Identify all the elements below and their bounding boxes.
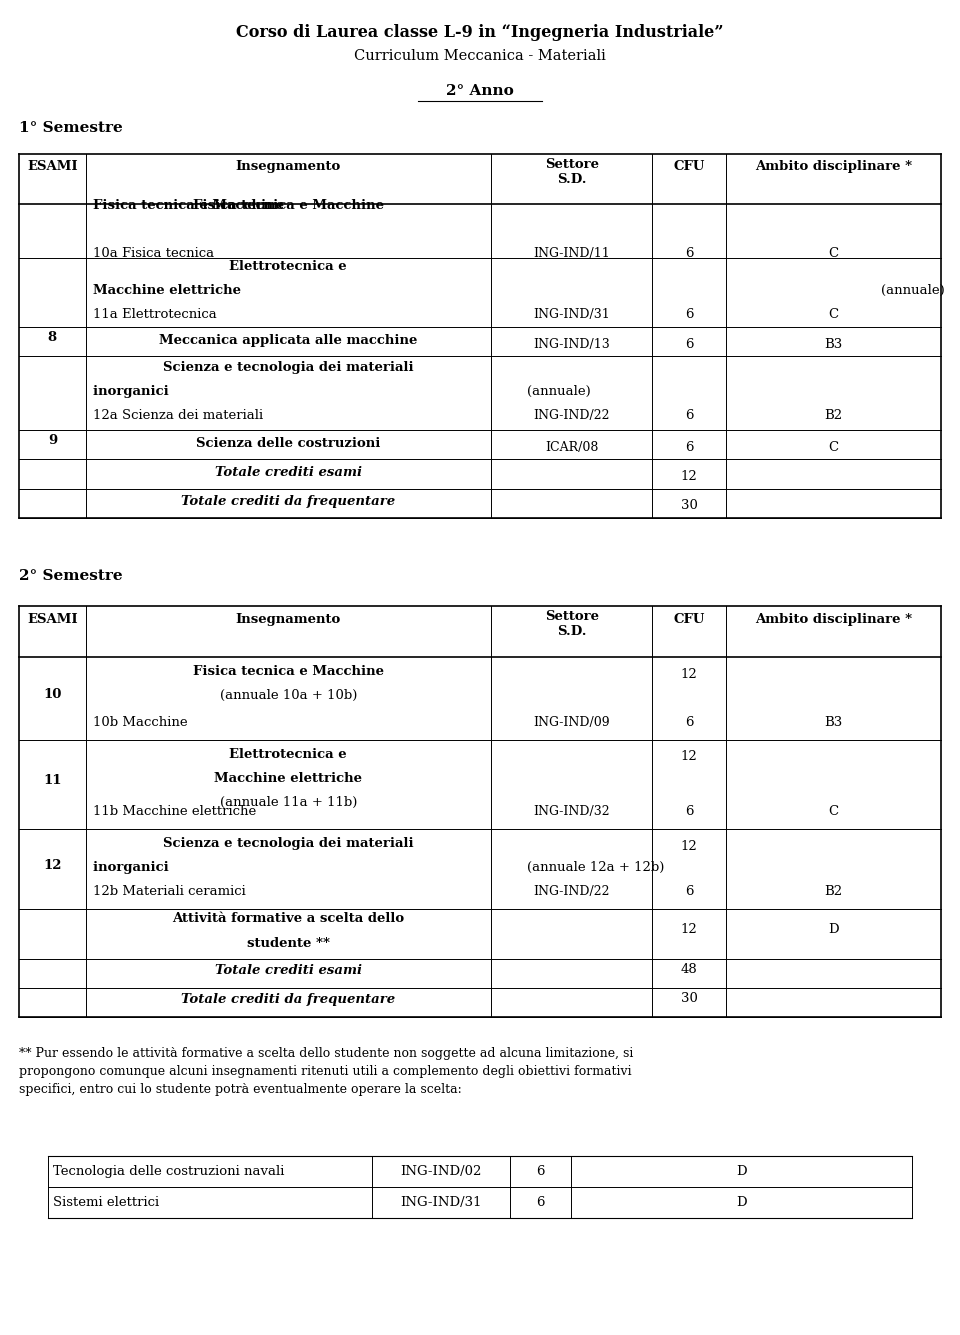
Text: 12a Scienza dei materiali: 12a Scienza dei materiali xyxy=(93,410,263,422)
Text: ING-IND/31: ING-IND/31 xyxy=(400,1196,482,1208)
Text: 6: 6 xyxy=(684,885,693,898)
Text: 12: 12 xyxy=(681,840,698,853)
Text: Scienza e tecnologia dei materiali: Scienza e tecnologia dei materiali xyxy=(163,362,414,374)
Text: (annuale 10a + 10b): (annuale 10a + 10b) xyxy=(220,689,357,702)
Text: Attività formative a scelta dello: Attività formative a scelta dello xyxy=(172,913,404,925)
Text: CFU: CFU xyxy=(674,160,705,174)
Text: (annuale 11a + 11b): (annuale 11a + 11b) xyxy=(220,796,357,809)
Text: (annuale 12a + 12b): (annuale 12a + 12b) xyxy=(527,861,664,874)
Text: 6: 6 xyxy=(537,1165,544,1177)
Text: 6: 6 xyxy=(684,441,693,454)
Text: D: D xyxy=(828,924,839,936)
Text: ESAMI: ESAMI xyxy=(27,160,78,174)
Text: 11b Macchine elettriche: 11b Macchine elettriche xyxy=(93,805,256,818)
Text: 10a Fisica tecnica: 10a Fisica tecnica xyxy=(93,247,214,260)
Text: 6: 6 xyxy=(684,410,693,422)
Text: Macchine elettriche: Macchine elettriche xyxy=(93,284,246,298)
Text: 6: 6 xyxy=(684,247,693,260)
Text: 30: 30 xyxy=(681,499,698,513)
Text: ICAR/08: ICAR/08 xyxy=(545,441,598,454)
Text: ING-IND/02: ING-IND/02 xyxy=(400,1165,482,1177)
Text: ING-IND/13: ING-IND/13 xyxy=(534,338,610,351)
Text: Tecnologia delle costruzioni navali: Tecnologia delle costruzioni navali xyxy=(53,1165,284,1177)
Text: 12: 12 xyxy=(681,750,698,764)
Text: Totale crediti esami: Totale crediti esami xyxy=(215,466,362,479)
Text: B3: B3 xyxy=(825,716,843,729)
Text: 9: 9 xyxy=(48,434,57,447)
Text: 11a Elettrotecnica: 11a Elettrotecnica xyxy=(93,308,217,322)
Text: 6: 6 xyxy=(684,338,693,351)
Text: 6: 6 xyxy=(684,716,693,729)
Text: Scienza e tecnologia dei materiali: Scienza e tecnologia dei materiali xyxy=(163,837,414,850)
Text: Corso di Laurea classe L-9 in “Ingegneria Industriale”: Corso di Laurea classe L-9 in “Ingegneri… xyxy=(236,24,724,41)
Text: Fisica tecnica e Macchine: Fisica tecnica e Macchine xyxy=(193,199,384,212)
Text: 2° Semestre: 2° Semestre xyxy=(19,569,123,582)
Text: Insegnamento: Insegnamento xyxy=(236,160,341,174)
Text: 10: 10 xyxy=(43,688,61,701)
Text: 12: 12 xyxy=(681,668,698,681)
Text: Elettrotecnica e: Elettrotecnica e xyxy=(229,260,348,274)
Text: 12b Materiali ceramici: 12b Materiali ceramici xyxy=(93,885,246,898)
Text: inorganici: inorganici xyxy=(93,861,174,874)
Text: D: D xyxy=(736,1165,747,1177)
Text: Scienza delle costruzioni: Scienza delle costruzioni xyxy=(196,437,380,450)
Text: Settore
S.D.: Settore S.D. xyxy=(544,610,599,638)
Text: 11: 11 xyxy=(43,774,61,786)
Text: 2° Anno: 2° Anno xyxy=(446,84,514,97)
Text: C: C xyxy=(828,441,838,454)
Text: 12: 12 xyxy=(681,924,698,936)
Text: Fisica tecnica e Macchine: Fisica tecnica e Macchine xyxy=(93,199,289,212)
Text: Macchine elettriche: Macchine elettriche xyxy=(214,772,362,785)
Text: CFU: CFU xyxy=(674,613,705,626)
Text: Elettrotecnica e: Elettrotecnica e xyxy=(229,748,348,761)
Text: ESAMI: ESAMI xyxy=(27,613,78,626)
Text: C: C xyxy=(828,247,838,260)
Text: 6: 6 xyxy=(684,805,693,818)
Text: ING-IND/32: ING-IND/32 xyxy=(534,805,610,818)
Text: ING-IND/11: ING-IND/11 xyxy=(534,247,610,260)
Text: C: C xyxy=(828,805,838,818)
Text: ING-IND/22: ING-IND/22 xyxy=(534,885,610,898)
Text: Fisica tecnica e Macchine: Fisica tecnica e Macchine xyxy=(193,665,384,678)
Text: 1° Semestre: 1° Semestre xyxy=(19,121,123,135)
Text: 8: 8 xyxy=(48,331,57,344)
Text: Sistemi elettrici: Sistemi elettrici xyxy=(53,1196,159,1208)
Text: ING-IND/31: ING-IND/31 xyxy=(534,308,610,322)
Text: 30: 30 xyxy=(681,992,698,1005)
Text: ING-IND/22: ING-IND/22 xyxy=(534,410,610,422)
Text: (annuale): (annuale) xyxy=(881,284,945,298)
Text: 48: 48 xyxy=(681,963,698,976)
Text: Totale crediti da frequentare: Totale crediti da frequentare xyxy=(181,495,396,509)
Text: Curriculum Meccanica - Materiali: Curriculum Meccanica - Materiali xyxy=(354,49,606,63)
Text: B2: B2 xyxy=(825,885,843,898)
Text: Settore
S.D.: Settore S.D. xyxy=(544,158,599,186)
Text: ING-IND/09: ING-IND/09 xyxy=(534,716,610,729)
Text: (annuale): (annuale) xyxy=(527,386,590,398)
Text: Insegnamento: Insegnamento xyxy=(236,613,341,626)
Text: inorganici: inorganici xyxy=(93,386,174,398)
Text: 12: 12 xyxy=(43,858,61,872)
Text: B3: B3 xyxy=(825,338,843,351)
Text: 10b Macchine: 10b Macchine xyxy=(93,716,188,729)
Text: Ambito disciplinare *: Ambito disciplinare * xyxy=(755,613,912,626)
Text: Meccanica applicata alle macchine: Meccanica applicata alle macchine xyxy=(159,334,418,347)
Text: C: C xyxy=(828,308,838,322)
Text: B2: B2 xyxy=(825,410,843,422)
Text: Totale crediti esami: Totale crediti esami xyxy=(215,964,362,977)
Text: D: D xyxy=(736,1196,747,1208)
Text: ** Pur essendo le attività formative a scelta dello studente non soggette ad alc: ** Pur essendo le attività formative a s… xyxy=(19,1047,634,1096)
Text: 6: 6 xyxy=(537,1196,544,1208)
Text: 6: 6 xyxy=(684,308,693,322)
Text: 12: 12 xyxy=(681,470,698,483)
Text: studente **: studente ** xyxy=(247,937,330,949)
Text: Ambito disciplinare *: Ambito disciplinare * xyxy=(755,160,912,174)
Text: Totale crediti da frequentare: Totale crediti da frequentare xyxy=(181,993,396,1007)
